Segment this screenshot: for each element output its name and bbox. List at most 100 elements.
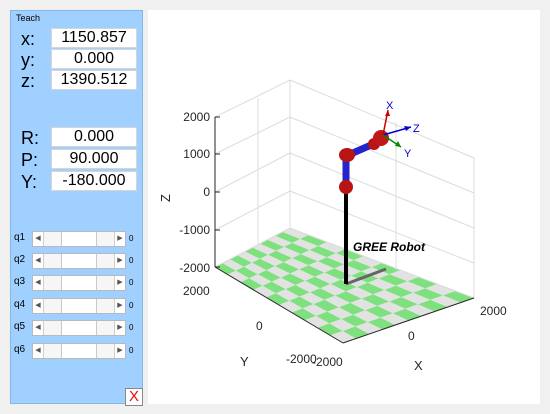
roll-field[interactable]: 0.000 [51,127,137,147]
floor-tile [292,239,319,250]
floor-tile [314,272,341,284]
floor-tile [271,277,296,290]
roll-label: R: [21,128,39,148]
robot-3d-plot[interactable]: 2000 1000 0 -1000 -2000 Z 2000 0 -2000 Y… [148,10,540,404]
joint-slider-6[interactable]: ◀ ▶ [32,343,126,359]
joint-slider-5[interactable]: ◀ ▶ [32,320,126,336]
x-field[interactable]: 1150.857 [51,28,137,48]
floor-tile [430,295,461,307]
slider-right-arrow-icon[interactable]: ▶ [114,344,125,358]
slider-thumb[interactable] [61,299,97,313]
z-tick-minus1000: -1000 [179,223,210,237]
floor-tile [338,302,366,315]
floor-tile [377,301,406,314]
joint-value-6: 0 [129,346,134,355]
joint-slider-2[interactable]: ◀ ▶ [32,253,126,269]
floor-tile [268,250,293,263]
floor-tile [309,246,336,258]
floor-tile [373,290,402,302]
x-tick-0: 0 [408,329,415,343]
pitch-label: P: [21,150,39,170]
y-axis-label: Y [240,354,249,369]
x-axis-label: X [414,358,423,373]
floor-tile [262,281,286,294]
slider-thumb[interactable] [61,232,97,246]
floor-tile [371,263,401,275]
floor-tile [335,291,362,303]
y-label: y: [21,50,36,70]
floor-tile [367,317,396,330]
slider-thumb[interactable] [61,344,97,358]
floor-tile [299,265,325,277]
slider-left-arrow-icon[interactable]: ◀ [33,299,44,313]
slider-track[interactable] [44,321,114,335]
joint-slider-3[interactable]: ◀ ▶ [32,275,126,291]
floor-tile [291,308,316,321]
floor-tile [257,270,281,282]
floor-tile [275,289,300,301]
floor-tile [330,331,357,343]
slider-track[interactable] [44,254,114,268]
yaw-field[interactable]: -180.000 [51,171,137,191]
floor-tile [308,261,335,273]
slider-track[interactable] [44,276,114,290]
floor-tile [401,292,431,305]
slider-left-arrow-icon[interactable]: ◀ [33,254,44,268]
robot-base-shadow [345,267,387,286]
pitch-field[interactable]: 90.000 [51,149,137,169]
gridline-right-z-0 [289,152,475,229]
floor-tile [413,288,444,300]
close-button[interactable]: X [125,388,143,406]
slider-right-arrow-icon[interactable]: ▶ [114,299,125,313]
y-tick-minus2000: -2000 [286,352,317,366]
floor-tile [253,285,276,298]
slider-track[interactable] [44,232,114,246]
floor-tile [295,280,321,293]
slider-right-arrow-icon[interactable]: ▶ [114,276,125,290]
joint-slider-4[interactable]: ◀ ▶ [32,298,126,314]
slider-track[interactable] [44,299,114,313]
joint-label-2: q2 [14,254,26,265]
slider-thumb[interactable] [61,254,97,268]
floor-tile [327,307,354,319]
slider-right-arrow-icon[interactable]: ▶ [114,232,125,246]
floor-tile [365,305,393,318]
slider-thumb[interactable] [61,321,97,335]
slider-left-arrow-icon[interactable]: ◀ [33,344,44,358]
slider-thumb[interactable] [61,276,97,290]
floor-tile [266,266,291,278]
floor-tile [243,262,267,275]
joint-value-3: 0 [129,278,134,287]
floor-tile [227,270,250,283]
x-label: x: [21,29,36,49]
gridline-z-1000 [214,116,291,155]
floor-tile [384,285,414,298]
floor-tile [378,274,408,286]
slider-right-arrow-icon[interactable]: ▶ [114,254,125,268]
z-field[interactable]: 1390.512 [51,70,137,90]
slider-right-arrow-icon[interactable]: ▶ [114,321,125,335]
y-axis-line [214,266,344,344]
joint-slider-1[interactable]: ◀ ▶ [32,231,126,247]
floor-tile [304,315,330,328]
slider-left-arrow-icon[interactable]: ◀ [33,321,44,335]
plot-canvas: 2000 1000 0 -1000 -2000 Z 2000 0 -2000 Y… [158,79,507,373]
floor-tile [396,281,426,293]
y-tick-0: 0 [256,319,263,333]
z-tick-minus2000: -2000 [179,261,210,275]
floor-tile [392,308,422,321]
joint-value-1: 0 [129,234,134,243]
floor-tile [355,322,383,334]
y-field[interactable]: 0.000 [51,49,137,69]
floor-tile [302,304,328,316]
gridline-right-z-1000 [289,116,475,194]
slider-track[interactable] [44,344,114,358]
z-tick-0: 0 [203,185,210,199]
floor-tile [344,260,372,272]
floor-tile [342,326,370,339]
slider-left-arrow-icon[interactable]: ◀ [33,276,44,290]
frame-z-arrowhead [404,126,411,131]
joint-label-5: q5 [14,321,26,332]
slider-left-arrow-icon[interactable]: ◀ [33,232,44,246]
floor-tile [292,254,318,266]
